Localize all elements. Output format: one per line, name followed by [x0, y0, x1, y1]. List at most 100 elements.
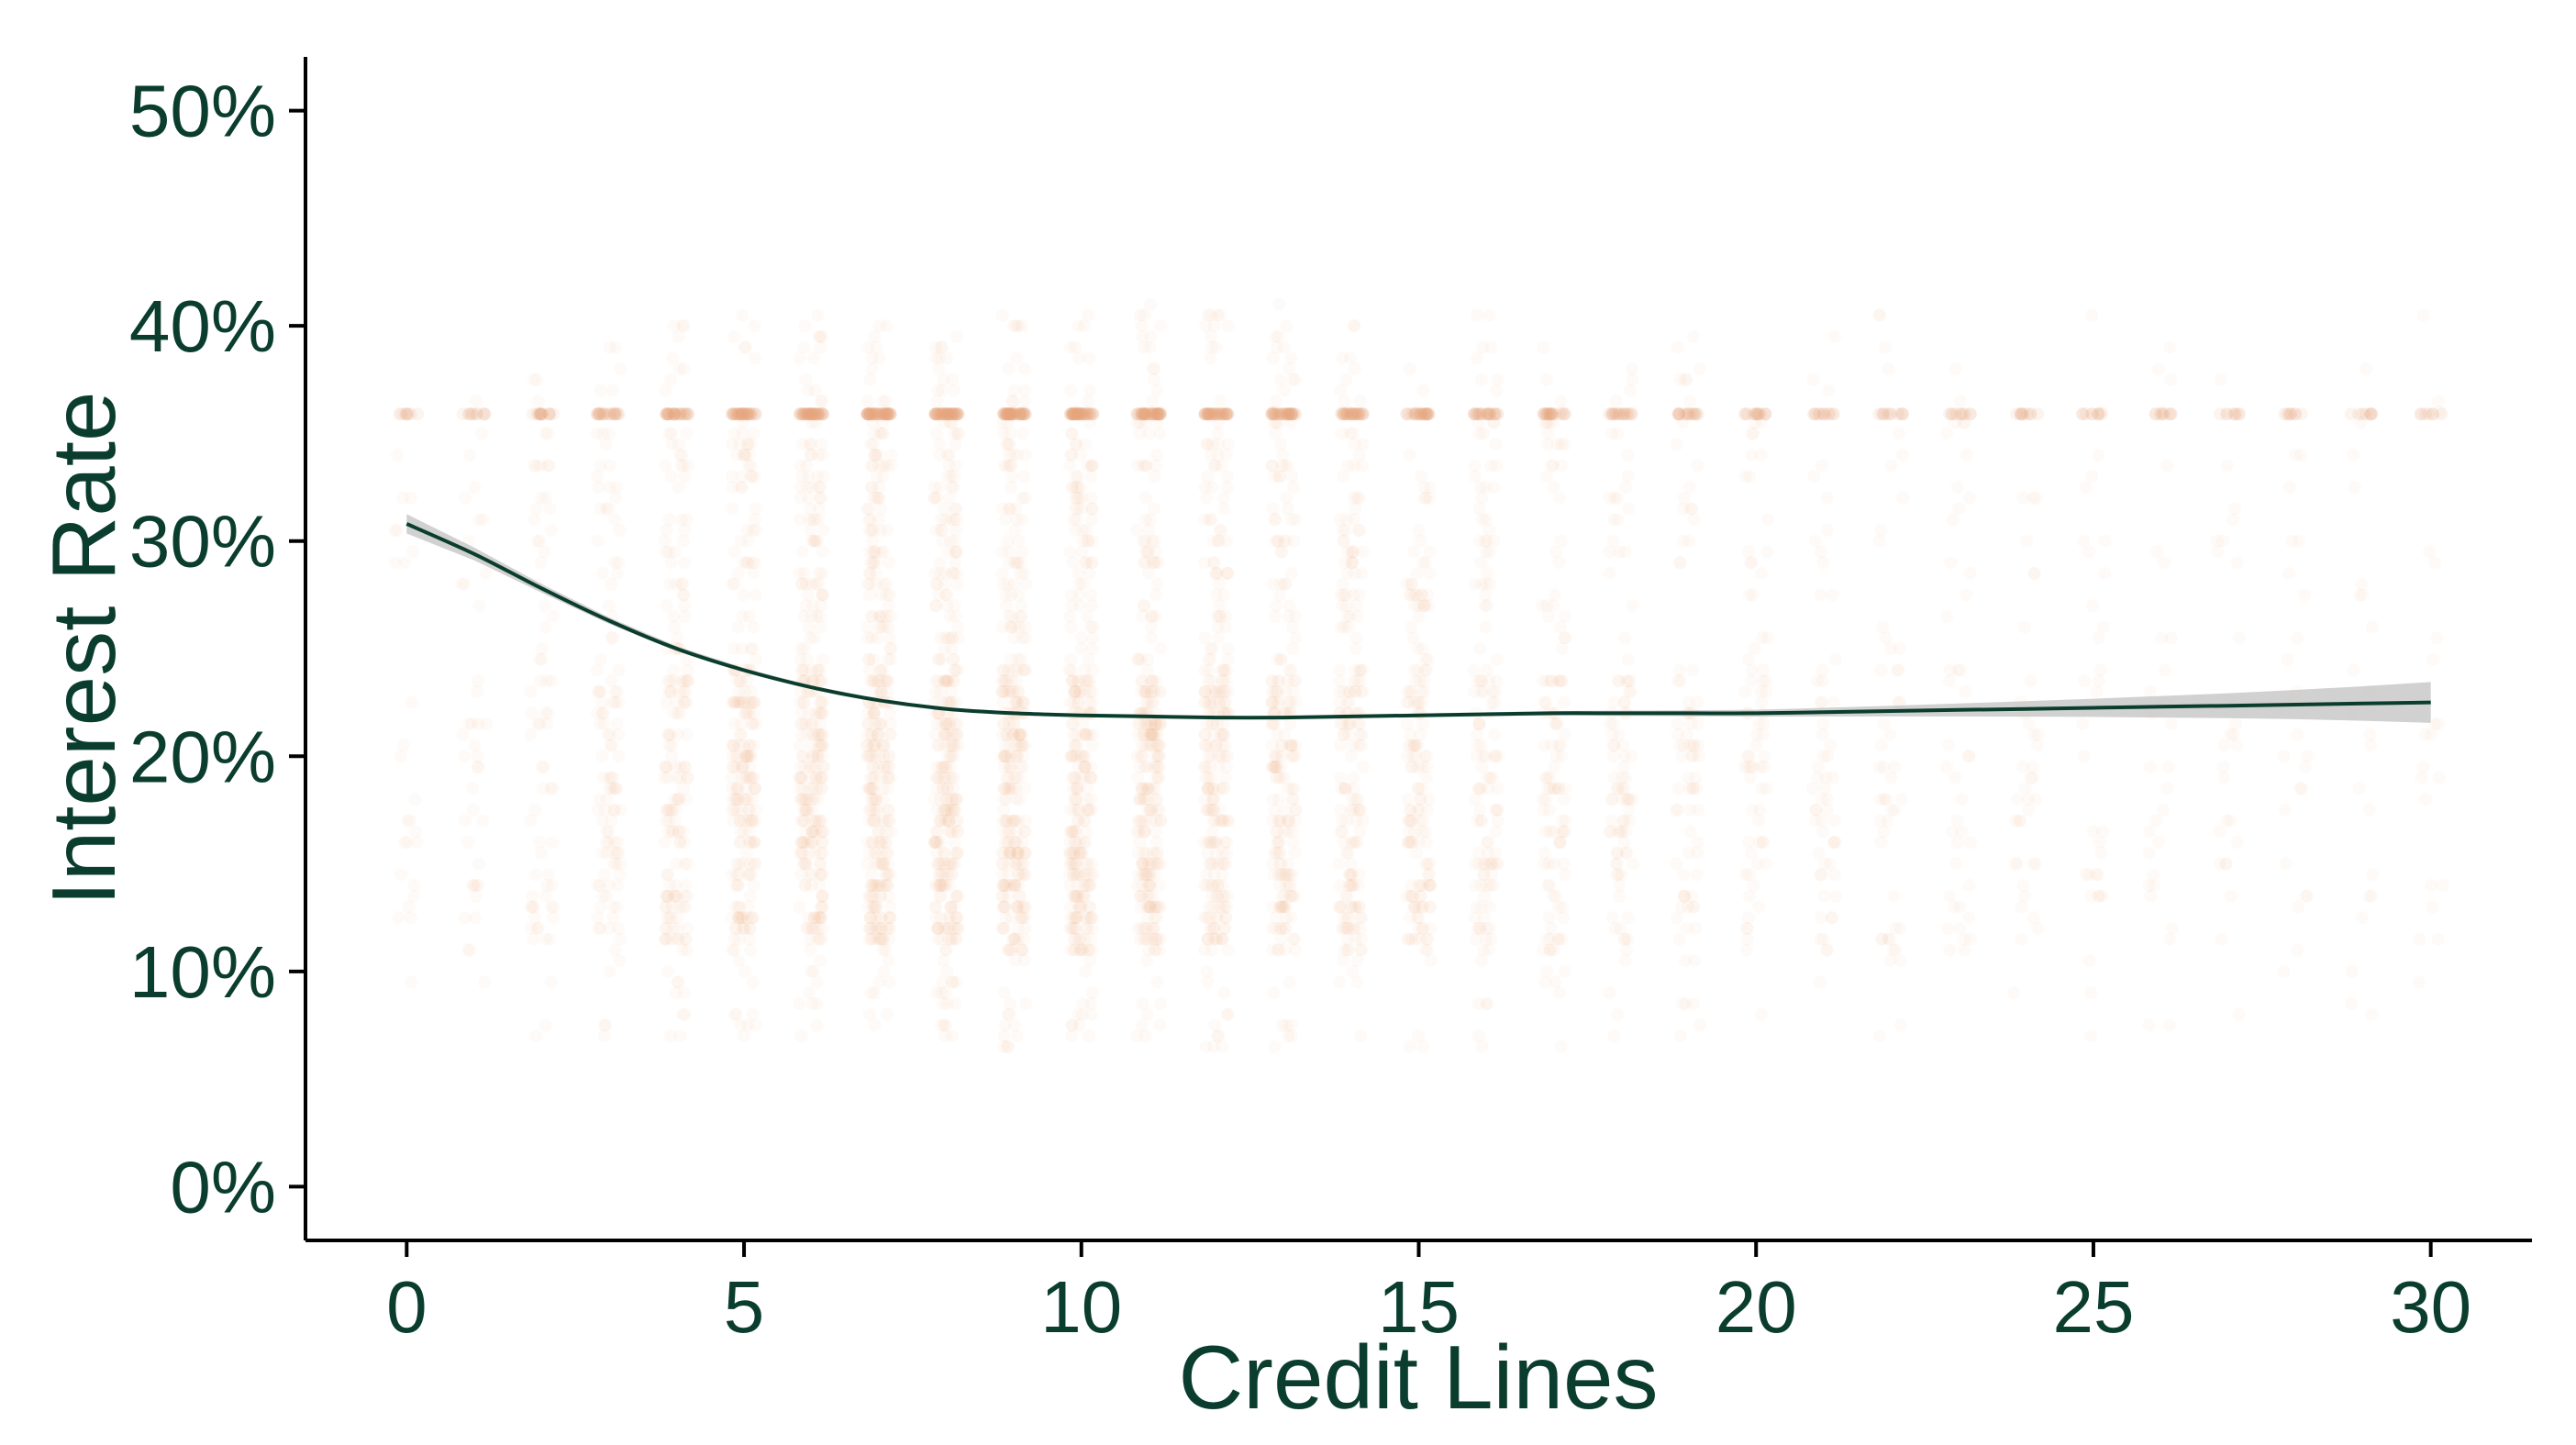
scatter-point — [533, 652, 547, 666]
scatter-point — [1268, 513, 1282, 527]
scatter-point — [664, 684, 677, 698]
scatter-point — [1686, 663, 1700, 677]
scatter-point — [678, 761, 692, 773]
scatter-point — [534, 407, 548, 421]
scatter-point — [728, 921, 742, 935]
scatter-point — [862, 566, 876, 580]
scatter-point — [659, 900, 672, 914]
scatter-point — [2152, 362, 2165, 376]
scatter-point — [872, 975, 886, 989]
scatter-point — [1277, 534, 1291, 548]
scatter-point — [947, 652, 960, 666]
scatter-point — [1411, 921, 1425, 935]
scatter-point — [1334, 717, 1348, 731]
scatter-point — [411, 407, 425, 421]
scatter-point — [1550, 438, 1564, 451]
scatter-point — [2365, 1007, 2379, 1021]
scatter-point — [2165, 921, 2179, 935]
scatter-point — [2347, 663, 2360, 677]
scatter-point — [728, 879, 742, 892]
scatter-point — [744, 695, 758, 709]
scatter-point — [407, 879, 421, 892]
scatter-point — [876, 470, 890, 484]
scatter-point — [872, 427, 886, 440]
scatter-point — [466, 803, 480, 817]
scatter-point — [795, 846, 809, 860]
scatter-point — [1015, 943, 1028, 957]
scatter-point — [1150, 846, 1164, 860]
scatter-point — [658, 761, 672, 773]
scatter-point — [737, 448, 750, 461]
scatter-point — [604, 407, 617, 421]
scatter-point — [1820, 793, 1834, 806]
scatter-point — [816, 566, 829, 580]
scatter-point — [659, 459, 672, 472]
scatter-point — [726, 695, 739, 709]
scatter-point — [873, 609, 887, 623]
scatter-point — [662, 684, 675, 698]
y-tick-label: 50% — [129, 71, 276, 152]
scatter-point — [813, 329, 827, 343]
scatter-point — [738, 793, 751, 806]
scatter-point — [733, 814, 747, 828]
scatter-point — [929, 684, 943, 698]
scatter-point — [678, 407, 692, 421]
scatter-point — [403, 814, 416, 828]
scatter-point — [1471, 921, 1484, 935]
scatter-point — [2031, 921, 2045, 935]
scatter-point — [868, 448, 882, 461]
scatter-point — [805, 814, 819, 828]
scatter-point — [664, 556, 678, 570]
scatter-point — [2018, 782, 2032, 795]
scatter-point — [1154, 642, 1168, 655]
scatter-point — [1960, 588, 1973, 602]
scatter-point — [607, 846, 621, 860]
scatter-point — [527, 900, 541, 914]
scatter-point — [1894, 793, 1908, 806]
scatter-point — [594, 383, 608, 397]
scatter-point — [662, 728, 676, 741]
scatter-point — [1626, 599, 1639, 613]
scatter-point — [869, 900, 883, 914]
scatter-point — [732, 932, 746, 946]
scatter-point — [1623, 814, 1636, 828]
scatter-point — [740, 750, 754, 763]
scatter-point — [794, 577, 808, 591]
scatter-point — [1889, 921, 1903, 935]
scatter-point — [675, 407, 689, 421]
scatter-point — [680, 728, 694, 741]
scatter-point — [865, 406, 879, 418]
scatter-point — [1827, 814, 1841, 828]
scatter-point — [1198, 631, 1212, 645]
scatter-point — [662, 577, 676, 591]
scatter-point — [1001, 750, 1015, 763]
scatter-point — [597, 868, 611, 882]
y-tick-label: 10% — [129, 931, 276, 1013]
scatter-point — [456, 728, 470, 741]
scatter-point — [1621, 470, 1635, 484]
scatter-point — [1271, 652, 1283, 666]
scatter-point — [734, 825, 748, 839]
scatter-point — [1621, 932, 1635, 946]
scatter-point — [529, 459, 543, 472]
scatter-point — [747, 427, 761, 440]
scatter-point — [614, 857, 627, 871]
scatter-point — [731, 407, 745, 421]
scatter-point — [1265, 459, 1279, 472]
scatter-point — [813, 814, 827, 828]
scatter-point — [1485, 695, 1499, 709]
scatter-point — [726, 782, 739, 795]
scatter-point — [727, 739, 741, 752]
scatter-point — [2098, 534, 2112, 548]
scatter-point — [1690, 407, 1703, 421]
scatter-point — [1265, 943, 1279, 957]
scatter-point — [468, 739, 482, 752]
scatter-point — [608, 406, 622, 418]
scatter-point — [861, 502, 873, 516]
scatter-point — [812, 502, 826, 516]
scatter-point — [736, 911, 749, 925]
scatter-point — [743, 857, 757, 871]
scatter-point — [877, 577, 891, 591]
scatter-point — [880, 609, 894, 623]
scatter-point — [2215, 534, 2229, 548]
